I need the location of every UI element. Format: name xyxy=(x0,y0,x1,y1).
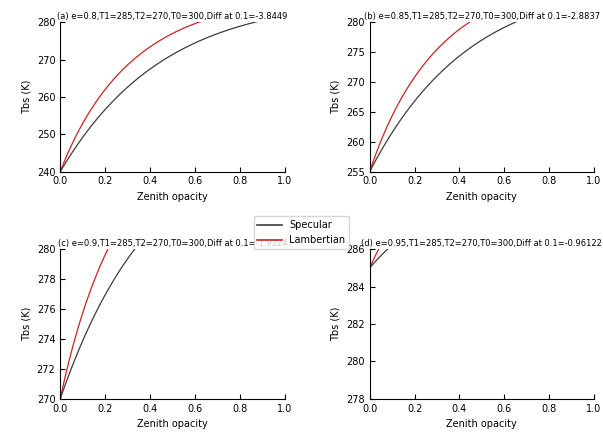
X-axis label: Zenith opacity: Zenith opacity xyxy=(446,419,517,429)
Title: (c) e=0.9,T1=285,T2=270,T0=300,Diff at 0.1=-1.9224: (c) e=0.9,T1=285,T2=270,T0=300,Diff at 0… xyxy=(58,240,287,249)
X-axis label: Zenith opacity: Zenith opacity xyxy=(137,419,208,429)
Y-axis label: Tbs (K): Tbs (K) xyxy=(330,80,341,114)
Title: (a) e=0.8,T1=285,T2=270,T0=300,Diff at 0.1=-3.8449: (a) e=0.8,T1=285,T2=270,T0=300,Diff at 0… xyxy=(57,12,288,21)
Title: (b) e=0.85,T1=285,T2=270,T0=300,Diff at 0.1=-2.8837: (b) e=0.85,T1=285,T2=270,T0=300,Diff at … xyxy=(364,12,600,21)
Title: (d) e=0.95,T1=285,T2=270,T0=300,Diff at 0.1=-0.96122: (d) e=0.95,T1=285,T2=270,T0=300,Diff at … xyxy=(361,240,602,249)
X-axis label: Zenith opacity: Zenith opacity xyxy=(446,192,517,202)
Y-axis label: Tbs (K): Tbs (K) xyxy=(21,80,31,114)
Legend: Specular, Lambertian: Specular, Lambertian xyxy=(253,216,350,249)
Y-axis label: Tbs (K): Tbs (K) xyxy=(330,307,341,341)
Y-axis label: Tbs (K): Tbs (K) xyxy=(21,307,31,341)
X-axis label: Zenith opacity: Zenith opacity xyxy=(137,192,208,202)
